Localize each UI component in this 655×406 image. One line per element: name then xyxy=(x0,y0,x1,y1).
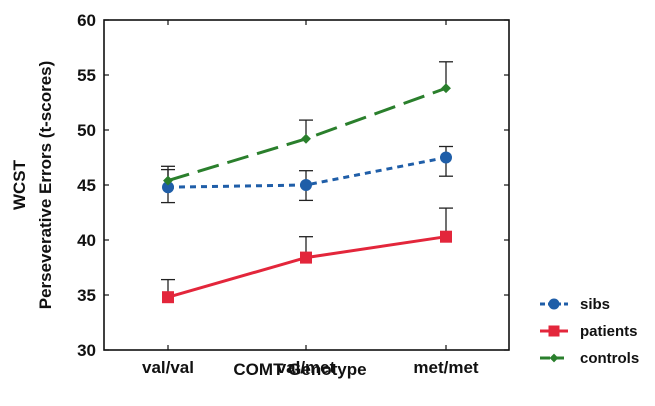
legend: sibs patients controls xyxy=(540,296,639,367)
series-line-sibs xyxy=(167,156,447,189)
y-tick-label: 40 xyxy=(77,231,96,250)
x-tick-label: val/val xyxy=(142,358,194,377)
data-point-sibs xyxy=(162,181,174,194)
y-tick-label: 55 xyxy=(77,66,96,85)
series-line-controls xyxy=(167,86,447,183)
x-tick-label: met/met xyxy=(413,358,479,377)
series-sibs xyxy=(161,145,453,204)
series-line-patients xyxy=(167,235,447,299)
legend-item-controls: controls xyxy=(540,350,639,367)
data-point-patients xyxy=(548,325,560,337)
y-axis-title-line2: Perseverative Errors (t-scores) xyxy=(36,61,55,310)
x-axis-title: COMT Genotype xyxy=(233,360,366,379)
data-point-sibs xyxy=(300,179,312,191)
data-point-sibs xyxy=(548,298,560,310)
data-point-patients xyxy=(300,251,312,264)
series-patients xyxy=(161,207,453,304)
y-axis: 30 35 40 45 50 55 60 xyxy=(77,11,509,360)
data-point-patients xyxy=(440,230,452,243)
y-tick-label: 50 xyxy=(77,121,96,140)
data-point-sibs xyxy=(440,151,452,164)
y-tick-label: 45 xyxy=(77,176,96,195)
legend-label-patients: patients xyxy=(580,323,638,340)
legend-item-patients: patients xyxy=(540,323,638,340)
series-layer xyxy=(161,61,453,304)
series-controls xyxy=(161,61,453,186)
y-tick-label: 60 xyxy=(77,11,96,30)
data-point-controls xyxy=(301,133,311,144)
data-point-patients xyxy=(162,291,174,304)
legend-label-controls: controls xyxy=(580,350,639,367)
data-point-controls xyxy=(549,353,559,363)
x-tick-label: val/met xyxy=(277,358,336,377)
data-point-controls xyxy=(441,83,451,94)
legend-item-sibs: sibs xyxy=(540,296,610,313)
legend-label-sibs: sibs xyxy=(580,296,610,313)
y-axis-title-line1: WCST xyxy=(10,159,29,210)
data-point-controls xyxy=(163,175,173,186)
x-axis: val/val val/met met/met xyxy=(142,20,479,377)
y-tick-label: 30 xyxy=(77,341,96,360)
y-tick-label: 35 xyxy=(77,286,96,305)
